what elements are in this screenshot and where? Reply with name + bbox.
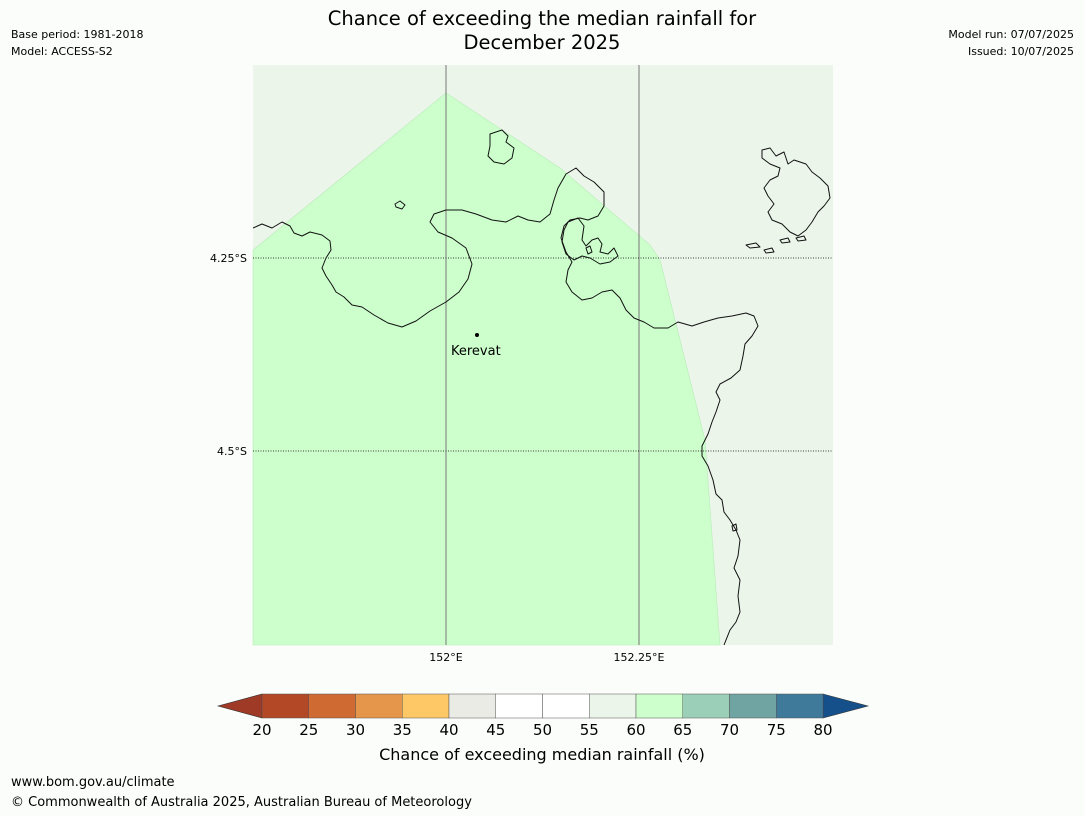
colorbar-segment [355, 693, 403, 719]
colorbar-label: Chance of exceeding median rainfall (%) [379, 745, 705, 764]
colorbar-segment [308, 693, 356, 719]
parallels [253, 257, 833, 452]
island-north [487, 129, 515, 165]
colorbar-segment [682, 693, 730, 719]
map-panel: Kerevat 4.25°S 4.5°S 152°E 152.25°E [210, 65, 833, 664]
island-small-2 [585, 245, 593, 255]
colorbar-tick-label: 70 [720, 721, 739, 739]
colorbar-tick-label: 20 [252, 721, 271, 739]
colorbar-tick-label: 80 [813, 721, 832, 739]
kerevat-marker [475, 333, 479, 337]
island-small-1 [394, 200, 406, 210]
colorbar-segment [542, 693, 590, 719]
issued-text: Issued: 10/07/2025 [967, 45, 1074, 58]
colorbar-tick-label: 45 [486, 721, 505, 739]
colorbar-tick-label: 75 [767, 721, 786, 739]
colorbar-segment [776, 693, 824, 719]
colorbar-tick-label: 50 [533, 721, 552, 739]
colorbar-segment [402, 693, 450, 719]
colorbar-tick-label: 60 [626, 721, 645, 739]
island-small-4 [763, 247, 775, 254]
colorbar: 20 25 30 35 40 45 50 55 60 65 70 75 80 [216, 693, 870, 739]
colorbar-segment [448, 693, 496, 719]
chart-title: Chance of exceeding the median rainfall … [242, 7, 842, 55]
kerevat-label: Kerevat [451, 344, 501, 359]
colorbar-segment [261, 693, 309, 719]
title-line-2: December 2025 [463, 31, 621, 54]
footer-copyright: © Commonwealth of Australia 2025, Austra… [11, 795, 472, 810]
colorbar-tick-label: 35 [393, 721, 412, 739]
colorbar-segments [261, 693, 824, 719]
island-small-3 [745, 242, 761, 249]
lat-label-4-5: 4.5°S [217, 445, 247, 458]
colorbar-under-triangle [216, 693, 263, 719]
island-small-5 [779, 237, 791, 244]
model-run-text: Model run: 07/07/2025 [948, 28, 1074, 41]
colorbar-segment [495, 693, 543, 719]
coastline-peninsula [561, 217, 619, 265]
colorbar-segment [729, 693, 777, 719]
coastlines [252, 129, 831, 646]
colorbar-tick-label: 65 [673, 721, 692, 739]
meta-left: Base period: 1981-2018 Model: ACCESS-S2 [11, 26, 143, 60]
colorbar-tick-label: 25 [299, 721, 318, 739]
title-line-1: Chance of exceeding the median rainfall … [327, 7, 757, 30]
footer-url[interactable]: www.bom.gov.au/climate [11, 775, 175, 790]
island-small-6 [795, 235, 807, 242]
lat-label-4-25: 4.25°S [210, 252, 247, 265]
island-small-7 [731, 523, 738, 532]
probability-region-60-65 [252, 92, 721, 646]
colorbar-tick-label: 30 [346, 721, 365, 739]
island-duke-of-york [761, 147, 831, 237]
colorbar-over-triangle [822, 693, 870, 719]
base-period-text: Base period: 1981-2018 [11, 28, 144, 41]
model-text: Model: ACCESS-S2 [11, 45, 113, 58]
colorbar-segment [635, 693, 683, 719]
lon-label-152: 152°E [429, 651, 462, 664]
meridians [445, 65, 640, 645]
colorbar-tick-label: 55 [580, 721, 599, 739]
colorbar-segment [589, 693, 637, 719]
colorbar-tick-label: 40 [439, 721, 458, 739]
colorbar-ticks: 20 25 30 35 40 45 50 55 60 65 70 75 80 [252, 721, 832, 739]
meta-right: Model run: 07/07/2025 Issued: 10/07/2025 [948, 26, 1074, 60]
lon-label-152-25: 152.25°E [614, 651, 665, 664]
